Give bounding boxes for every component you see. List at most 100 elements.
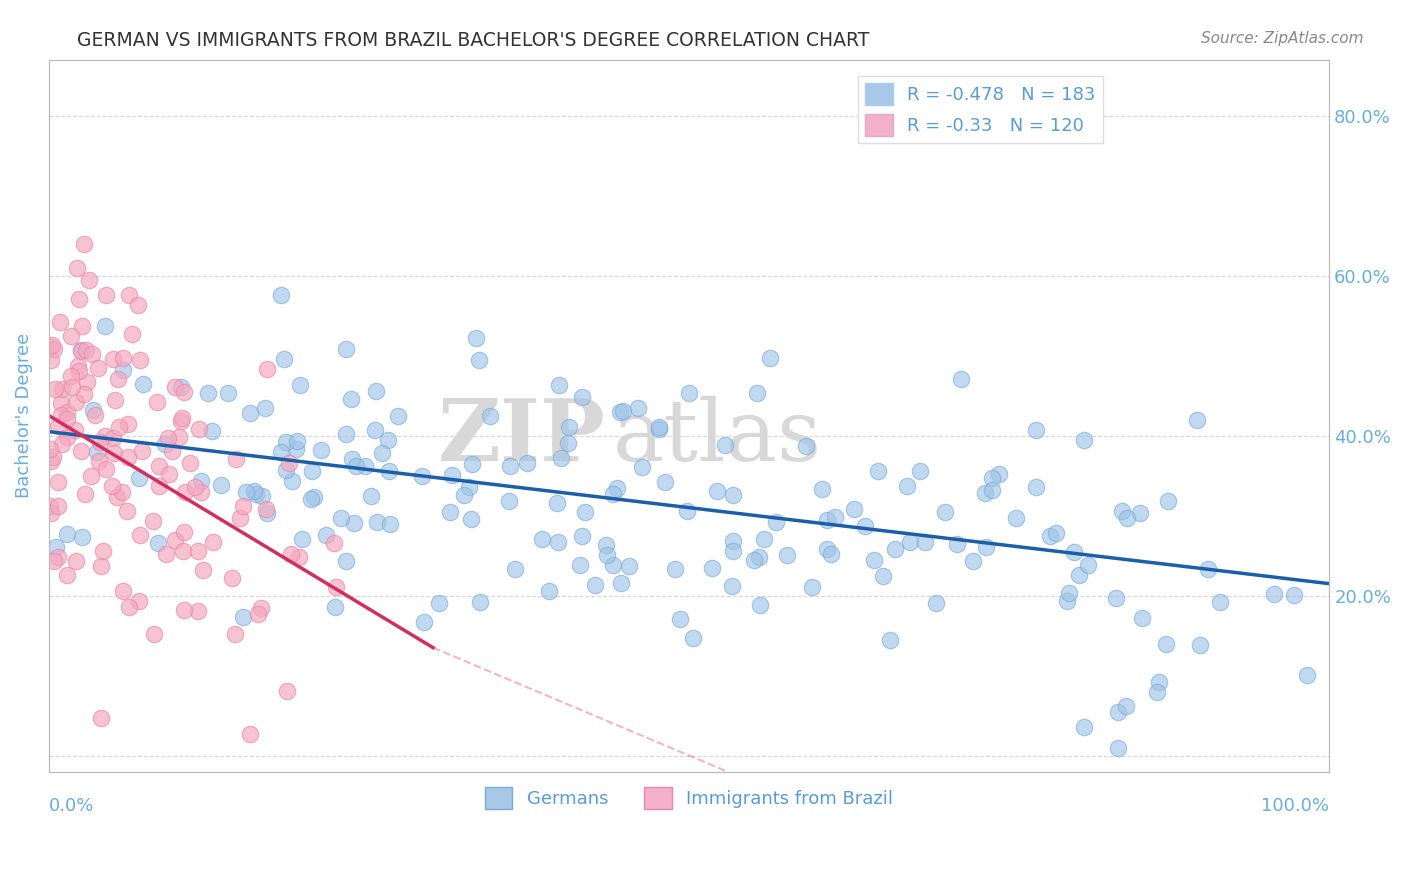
Point xyxy=(335,342,357,356)
Point xyxy=(742,553,765,567)
Point xyxy=(118,599,141,614)
Point xyxy=(908,464,931,478)
Point xyxy=(42,450,65,465)
Point xyxy=(128,527,150,541)
Point xyxy=(654,475,676,489)
Point xyxy=(1154,637,1177,651)
Point xyxy=(197,385,219,400)
Text: 0.0%: 0.0% xyxy=(49,797,94,814)
Point xyxy=(288,549,311,564)
Point xyxy=(156,431,179,445)
Point xyxy=(128,471,150,485)
Point xyxy=(55,412,77,426)
Point xyxy=(914,535,936,549)
Point xyxy=(439,505,461,519)
Point xyxy=(72,318,94,333)
Point xyxy=(817,542,839,557)
Point xyxy=(146,394,169,409)
Point xyxy=(256,506,278,520)
Point xyxy=(467,352,489,367)
Point xyxy=(46,549,69,564)
Point xyxy=(270,287,292,301)
Point xyxy=(627,401,650,416)
Point xyxy=(65,394,87,409)
Point xyxy=(765,515,787,529)
Point xyxy=(65,261,87,276)
Point xyxy=(90,559,112,574)
Point xyxy=(962,554,984,568)
Point xyxy=(89,454,111,468)
Point xyxy=(44,382,66,396)
Text: Source: ZipAtlas.com: Source: ZipAtlas.com xyxy=(1201,31,1364,46)
Point xyxy=(39,500,62,514)
Point xyxy=(1107,705,1129,719)
Point xyxy=(1115,698,1137,713)
Point xyxy=(94,428,117,442)
Point xyxy=(229,511,252,525)
Text: 100.0%: 100.0% xyxy=(1261,797,1329,814)
Point xyxy=(844,502,866,516)
Point xyxy=(165,380,187,394)
Point xyxy=(530,532,553,546)
Point xyxy=(1263,587,1285,601)
Point xyxy=(170,414,193,428)
Text: atlas: atlas xyxy=(612,395,821,479)
Point xyxy=(90,711,112,725)
Point xyxy=(378,465,401,479)
Point xyxy=(39,340,62,354)
Point xyxy=(427,596,450,610)
Point xyxy=(617,559,640,574)
Point xyxy=(1057,586,1080,600)
Point xyxy=(184,480,207,494)
Point xyxy=(187,604,209,618)
Point xyxy=(1073,720,1095,734)
Point xyxy=(335,554,357,568)
Point xyxy=(232,610,254,624)
Point xyxy=(217,386,239,401)
Point xyxy=(329,511,352,525)
Point xyxy=(1004,511,1026,525)
Point xyxy=(51,395,73,409)
Point xyxy=(602,558,624,573)
Point xyxy=(49,409,72,423)
Point xyxy=(596,548,619,562)
Point xyxy=(478,409,501,424)
Point xyxy=(143,627,166,641)
Point xyxy=(354,458,377,473)
Point xyxy=(80,469,103,483)
Point xyxy=(898,535,921,549)
Point xyxy=(170,380,193,394)
Point xyxy=(721,488,744,502)
Point xyxy=(91,544,114,558)
Point xyxy=(280,474,302,488)
Point xyxy=(278,456,301,470)
Y-axis label: Bachelor's Degree: Bachelor's Degree xyxy=(15,333,32,499)
Point xyxy=(648,421,671,435)
Point xyxy=(129,353,152,368)
Point xyxy=(412,615,434,629)
Point xyxy=(70,344,93,359)
Point xyxy=(387,409,409,423)
Point xyxy=(41,454,63,468)
Point xyxy=(371,446,394,460)
Point xyxy=(440,468,463,483)
Point xyxy=(360,489,382,503)
Point xyxy=(209,478,232,492)
Point xyxy=(173,603,195,617)
Point xyxy=(1209,595,1232,609)
Point xyxy=(340,392,363,407)
Point xyxy=(273,351,295,366)
Point xyxy=(595,538,617,552)
Point xyxy=(65,423,87,437)
Point xyxy=(127,298,149,312)
Point xyxy=(148,459,170,474)
Point xyxy=(1296,668,1319,682)
Point xyxy=(82,403,104,417)
Point xyxy=(950,371,973,385)
Point xyxy=(173,524,195,539)
Point xyxy=(585,577,607,591)
Point xyxy=(453,488,475,502)
Point xyxy=(872,568,894,582)
Point xyxy=(225,452,247,467)
Point xyxy=(879,632,901,647)
